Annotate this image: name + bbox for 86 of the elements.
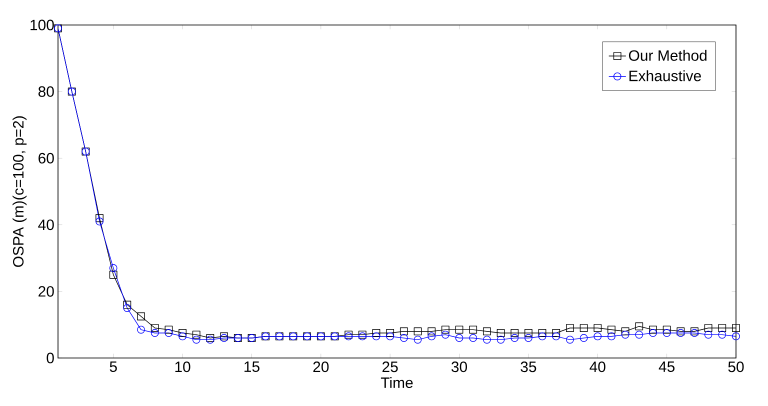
point — [469, 334, 478, 342]
point — [109, 264, 118, 272]
point — [192, 336, 200, 344]
point — [178, 329, 186, 337]
y-tick-label: 20 — [38, 286, 54, 297]
x-tick-label: 50 — [728, 362, 744, 372]
point — [150, 324, 159, 332]
point — [718, 324, 726, 332]
point — [123, 300, 132, 309]
point — [441, 330, 450, 339]
y-tick-label: 0 — [46, 352, 54, 364]
point — [496, 336, 505, 344]
y-tick-label: 40 — [38, 219, 54, 230]
point — [732, 332, 740, 340]
point — [718, 330, 726, 339]
point — [150, 329, 159, 337]
point — [496, 329, 505, 337]
point — [552, 329, 560, 337]
point — [455, 334, 464, 342]
point — [649, 326, 657, 334]
point — [566, 324, 574, 332]
point — [178, 332, 186, 340]
point — [594, 324, 602, 332]
x-tick-label: 35 — [520, 362, 536, 372]
point — [704, 330, 712, 339]
y-axis-title: OSPA (m)(c=100, p=2) — [12, 116, 27, 267]
x-tick-label: 15 — [244, 362, 260, 372]
point — [662, 326, 671, 334]
point — [732, 324, 740, 332]
point — [372, 329, 380, 337]
point — [123, 304, 132, 312]
point — [428, 327, 436, 336]
point — [524, 329, 532, 337]
point — [552, 332, 560, 340]
point — [621, 327, 630, 336]
x-tick-label: 10 — [175, 362, 190, 372]
point — [192, 330, 200, 339]
point — [386, 329, 394, 337]
y-tick-label: 100 — [30, 20, 54, 30]
point — [137, 312, 145, 320]
x-tick-label: 25 — [382, 362, 398, 372]
point — [164, 329, 173, 337]
point — [510, 334, 519, 342]
point — [704, 324, 712, 332]
point — [482, 336, 491, 344]
point — [109, 270, 118, 279]
y-tick-label: 60 — [38, 152, 54, 164]
point — [538, 332, 546, 340]
point — [482, 327, 491, 336]
point — [524, 334, 532, 342]
x-tick-label: 5 — [110, 362, 117, 372]
point — [428, 332, 436, 340]
point — [538, 329, 546, 337]
point — [96, 214, 104, 222]
point — [372, 332, 380, 340]
x-tick-label: 40 — [590, 362, 606, 372]
point — [594, 332, 602, 340]
point — [137, 326, 145, 334]
point — [414, 327, 422, 336]
point — [621, 330, 630, 339]
legend-label: Our Method — [628, 50, 706, 61]
point — [455, 326, 464, 334]
point — [580, 334, 588, 342]
point — [608, 332, 616, 340]
point — [566, 336, 574, 344]
x-tick-label: 20 — [313, 362, 329, 372]
x-tick-label: 30 — [451, 362, 468, 372]
point — [386, 332, 394, 340]
point — [649, 329, 657, 337]
legend-label: Exhaustive — [629, 70, 701, 82]
point — [441, 326, 450, 334]
point — [635, 330, 644, 339]
point — [400, 334, 408, 342]
point — [510, 329, 519, 337]
point — [635, 322, 644, 330]
point — [608, 326, 616, 334]
point — [580, 324, 588, 332]
x-axis-title: Time — [380, 377, 413, 388]
x-tick-label: 45 — [658, 362, 675, 372]
point — [400, 327, 408, 336]
point — [164, 326, 173, 334]
point — [469, 326, 478, 334]
point — [662, 329, 671, 337]
point — [96, 218, 104, 226]
point — [414, 336, 422, 344]
y-tick-label: 80 — [38, 86, 54, 97]
